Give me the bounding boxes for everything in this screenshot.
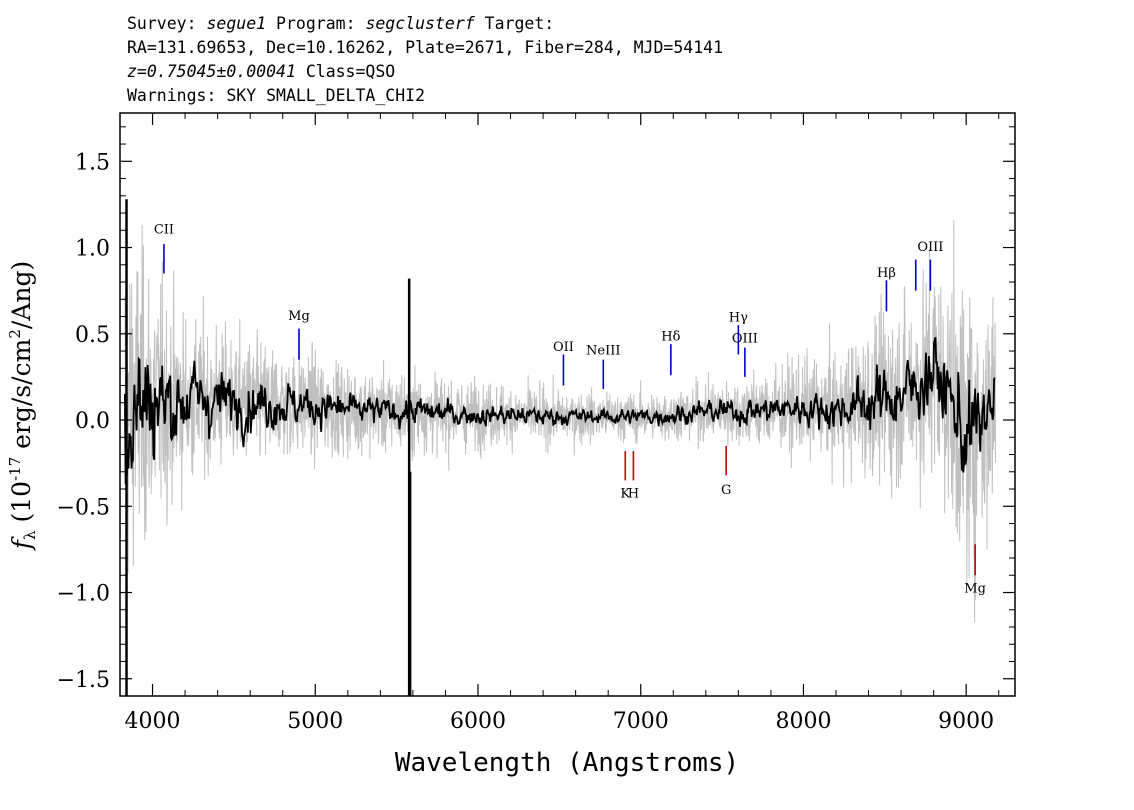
x-tick-label: 9000 — [938, 709, 994, 734]
x-tick-label: 6000 — [450, 709, 506, 734]
x-tick-label: 8000 — [775, 709, 831, 734]
emission-line-label-4: Hδ — [661, 330, 680, 345]
header-warnings: Warnings: SKY SMALL_DELTA_CHI2 — [127, 86, 426, 105]
y-label-end: /Ang) — [7, 261, 36, 329]
header-line-2: RA=131.69653, Dec=10.16262, Plate=2671, … — [127, 38, 724, 57]
error-series — [124, 220, 996, 623]
program-value: segclusterf — [365, 14, 475, 33]
absorption-line-label-0: K — [620, 487, 630, 502]
emission-line-label-2: OII — [553, 340, 574, 355]
y-tick-label: −1.0 — [57, 582, 110, 607]
series-layer — [124, 199, 996, 696]
y-label-exp2: 2 — [6, 329, 24, 339]
emission-line-label-9: OIII — [917, 240, 943, 255]
x-axis-label: Wavelength (Angstroms) — [395, 748, 739, 778]
emission-line-label-6: OIII — [732, 331, 758, 346]
y-tick-label: 0.0 — [75, 409, 110, 434]
header-line-3: z=0.75045±0.00041 Class=QSO — [127, 62, 395, 82]
survey-value: segue1 — [206, 14, 267, 33]
axis-ticks-layer: 4000 5000 6000 7000 8000 9000 −1.5 −1.0 −0.5 0.0 0… — [57, 113, 1015, 734]
y-axis-label: fλ (10-17 erg/s/cm2/Ang) — [6, 261, 39, 551]
emission-line-label-7: Hβ — [877, 266, 896, 281]
y-label-lambda: λ — [21, 530, 39, 540]
y-label-f: f — [7, 536, 36, 551]
class-value: Class=QSO — [295, 62, 396, 81]
y-label-units: erg/s/cm — [7, 338, 36, 456]
header-line-1: Survey: segue1 Program: segclusterf Targ… — [127, 14, 554, 34]
plot-frame — [119, 112, 1016, 697]
emission-line-label-3: NeIII — [586, 343, 620, 358]
redshift-value: z=0.75045±0.00041 — [127, 62, 296, 81]
program-label: Program: — [266, 14, 366, 33]
target-label: Target: — [474, 14, 555, 33]
emission-line-label-5: Hγ — [729, 311, 748, 326]
y-tick-label: 1.0 — [75, 237, 110, 262]
y-tick-label: 1.5 — [75, 150, 110, 175]
absorption-line-label-3: Mg — [964, 582, 986, 597]
y-label-exp: -17 — [6, 457, 24, 481]
flux-series — [124, 336, 996, 485]
x-tick-label: 7000 — [613, 709, 669, 734]
y-tick-label: −1.5 — [57, 668, 110, 693]
emission-line-label-0: CII — [154, 223, 174, 238]
y-tick-label: −0.5 — [57, 495, 110, 520]
absorption-line-label-1: H — [628, 487, 639, 502]
x-tick-label: 5000 — [287, 709, 343, 734]
absorption-line-label-2: G — [721, 483, 731, 498]
line-markers-layer: CII Mg OII NeIII Hδ Hγ OIII Hβ OIII KH G Mg — [154, 223, 986, 597]
survey-label: Survey: — [127, 14, 207, 33]
y-tick-label: 0.5 — [75, 323, 110, 348]
emission-line-label-1: Mg — [288, 309, 310, 324]
y-label-rest: (10 — [7, 481, 36, 531]
x-tick-label: 4000 — [125, 709, 181, 734]
